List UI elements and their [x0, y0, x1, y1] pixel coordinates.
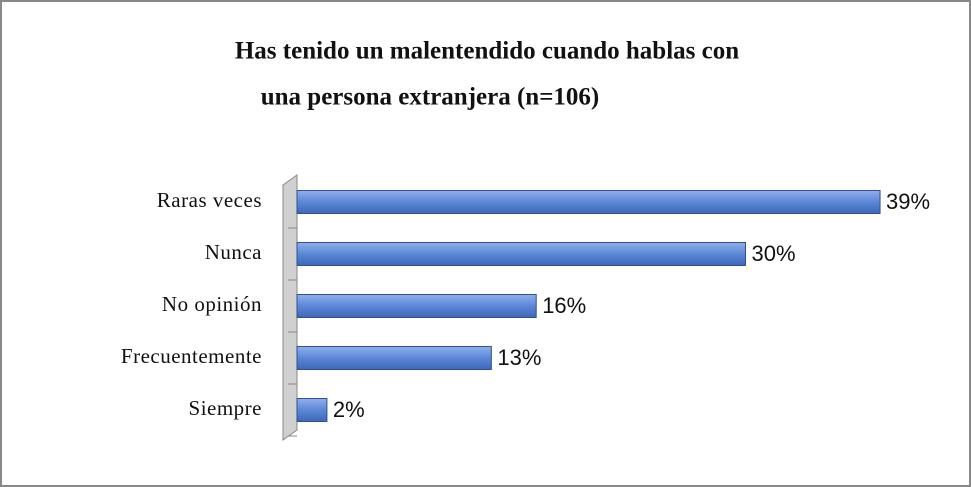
chart-title: Has tenido un malentendido cuando hablas… [235, 38, 739, 65]
value-label: 2% [333, 397, 365, 422]
bar [296, 294, 537, 318]
category-label: Siempre [189, 396, 262, 420]
bar [296, 398, 328, 422]
bar [296, 346, 492, 370]
value-label: 13% [497, 345, 541, 370]
axis-wall [282, 174, 298, 441]
category-label: Raras veces [157, 188, 262, 212]
category-label: Nunca [205, 240, 262, 264]
category-label: No opinión [162, 292, 262, 316]
value-label: 30% [752, 241, 796, 266]
bar [296, 190, 881, 214]
value-label: 16% [542, 293, 586, 318]
bar [296, 242, 746, 266]
chart-title: una persona extranjera (n=106) [261, 84, 600, 111]
value-label: 39% [886, 189, 930, 214]
category-label: Frecuentemente [121, 344, 262, 368]
